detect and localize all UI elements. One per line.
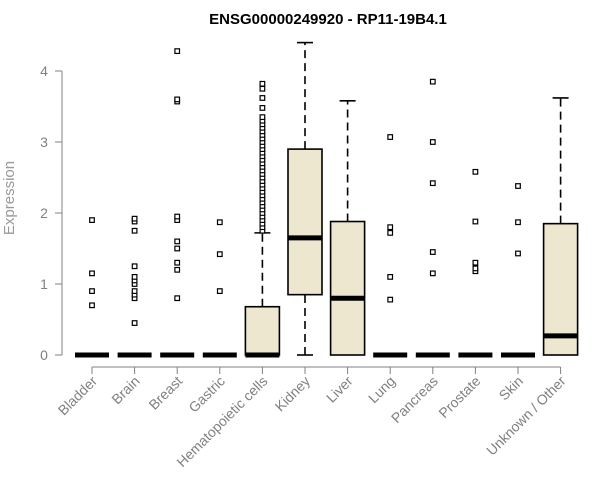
- box-group: [287, 41, 323, 356]
- outlier-point: [259, 105, 266, 111]
- outlier-point: [259, 85, 266, 92]
- box-body: [244, 305, 281, 356]
- outlier-point: [429, 270, 436, 277]
- outlier-point: [259, 114, 266, 121]
- outlier-point: [515, 219, 521, 226]
- outlier-point: [174, 48, 181, 55]
- outlier-point: [515, 183, 521, 189]
- x-tick-label: Lung: [365, 373, 398, 406]
- x-tick-label: Brain: [108, 373, 142, 407]
- outlier-point: [259, 80, 266, 87]
- x-tick-label: Kidney: [272, 373, 314, 415]
- outlier-point: [131, 288, 138, 294]
- box-group: [458, 168, 493, 358]
- x-tick-label: Unknown / Other: [483, 373, 569, 459]
- outlier-point: [174, 245, 181, 252]
- outlier-point: [89, 217, 95, 224]
- y-tick-label: 2: [40, 205, 48, 221]
- outlier-point: [387, 274, 394, 280]
- outlier-point: [387, 296, 394, 303]
- outlier-point: [174, 238, 181, 245]
- outlier-point: [429, 139, 436, 145]
- x-tick-label: Liver: [323, 373, 356, 406]
- outlier-point: [387, 134, 394, 140]
- x-tick-label: Breast: [145, 373, 185, 413]
- box-group: [202, 219, 237, 358]
- y-tick-label: 3: [40, 134, 48, 150]
- box-group: [160, 48, 195, 358]
- outlier-point: [429, 78, 436, 85]
- y-axis-label: Expression: [1, 161, 18, 235]
- outlier-point: [174, 295, 181, 302]
- box-group: [329, 100, 366, 356]
- y-tick-label: 1: [40, 276, 48, 292]
- y-axis: 0 1 2 3 4: [40, 63, 63, 363]
- outlier-point: [472, 168, 479, 175]
- box-body: [329, 220, 366, 356]
- outlier-point: [429, 249, 436, 255]
- box-group: [244, 80, 281, 358]
- y-tick-label: 0: [40, 347, 48, 363]
- outlier-point: [174, 96, 181, 103]
- outlier-point: [131, 227, 138, 234]
- outlier-point: [174, 213, 181, 220]
- box-body: [542, 222, 579, 356]
- box-group: [117, 215, 152, 358]
- chart-title: ENSG00000249920 - RP11-19B4.1: [209, 11, 447, 28]
- outlier-point: [89, 288, 95, 294]
- outlier-point: [131, 263, 138, 270]
- box-group: [542, 97, 579, 356]
- box-group: [75, 217, 109, 358]
- outlier-point: [472, 259, 479, 266]
- outlier-point: [89, 270, 95, 277]
- outlier-point: [472, 265, 479, 272]
- box-group: [373, 134, 408, 358]
- box-group: [415, 78, 450, 358]
- outlier-point: [515, 250, 521, 257]
- outlier-point: [174, 266, 181, 273]
- box-series: [75, 41, 579, 358]
- x-tick-label: Prostate: [435, 373, 483, 421]
- outlier-point: [216, 251, 223, 258]
- x-tick-label: Pancreas: [388, 373, 441, 426]
- outlier-point: [131, 320, 138, 326]
- outlier-point: [89, 302, 95, 309]
- box-body: [287, 148, 323, 296]
- outlier-point: [429, 180, 436, 187]
- outlier-point: [216, 288, 223, 294]
- outlier-point: [387, 229, 394, 236]
- outlier-point: [472, 218, 479, 225]
- box-group: [501, 183, 535, 358]
- x-tick-label: Skin: [496, 373, 527, 404]
- outlier-point: [387, 224, 394, 231]
- x-tick-label: Gastric: [185, 373, 228, 416]
- outlier-point: [216, 219, 223, 226]
- x-tick-label: Bladder: [55, 373, 101, 419]
- outlier-point: [131, 215, 138, 222]
- outlier-point: [259, 95, 266, 101]
- outlier-point: [174, 259, 181, 266]
- outlier-point: [131, 274, 138, 280]
- y-tick-label: 4: [40, 63, 48, 79]
